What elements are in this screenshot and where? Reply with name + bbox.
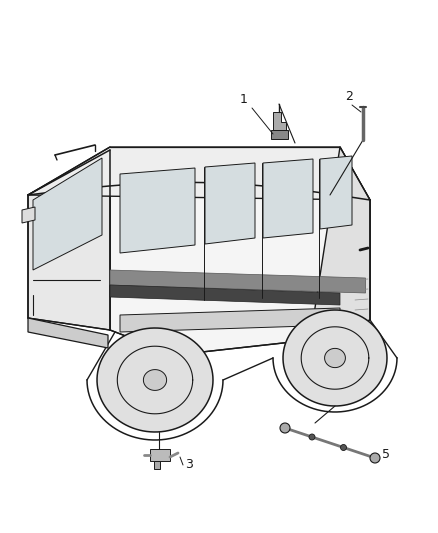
Polygon shape <box>271 130 288 139</box>
Text: 1: 1 <box>240 93 248 106</box>
Polygon shape <box>273 112 286 130</box>
Polygon shape <box>22 207 35 223</box>
Polygon shape <box>205 163 255 244</box>
Text: 2: 2 <box>345 90 353 103</box>
Polygon shape <box>150 449 170 461</box>
Polygon shape <box>320 156 352 229</box>
Polygon shape <box>310 147 370 340</box>
Polygon shape <box>263 159 313 238</box>
Text: 3: 3 <box>185 458 193 471</box>
Circle shape <box>280 423 290 433</box>
Polygon shape <box>33 158 102 270</box>
Circle shape <box>370 453 380 463</box>
Polygon shape <box>28 318 108 348</box>
Polygon shape <box>283 310 387 406</box>
Circle shape <box>340 445 346 450</box>
Polygon shape <box>110 270 365 293</box>
Polygon shape <box>143 369 166 390</box>
Polygon shape <box>120 308 340 332</box>
Polygon shape <box>97 328 213 432</box>
Polygon shape <box>28 150 110 330</box>
Polygon shape <box>154 461 160 469</box>
Circle shape <box>309 434 315 440</box>
Polygon shape <box>110 285 340 305</box>
Polygon shape <box>120 168 195 253</box>
Polygon shape <box>110 150 370 355</box>
Text: 5: 5 <box>382 448 390 461</box>
Polygon shape <box>325 349 346 368</box>
Polygon shape <box>28 147 370 200</box>
